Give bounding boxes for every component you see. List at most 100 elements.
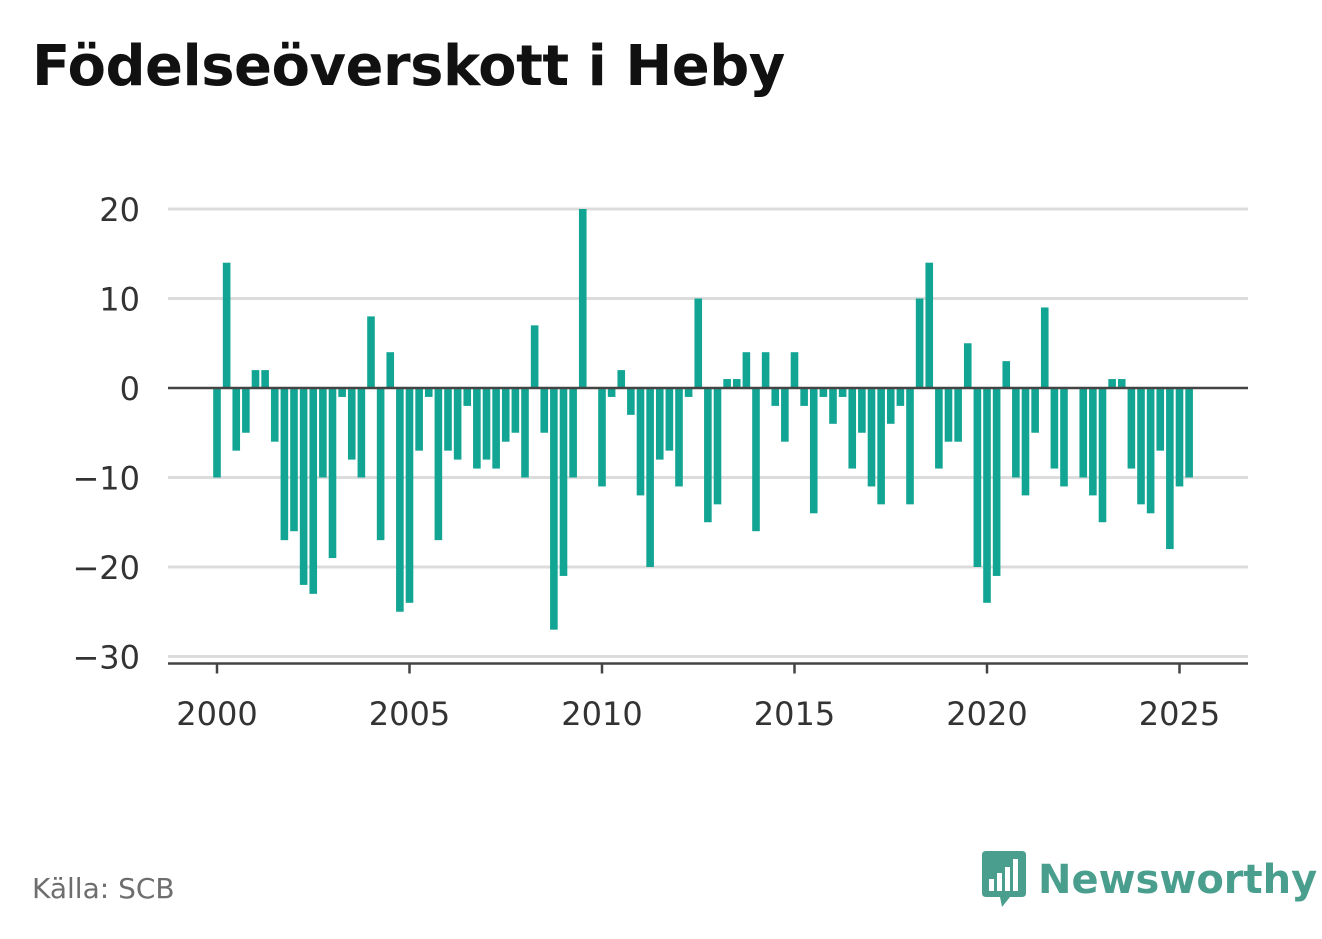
axes	[168, 386, 1248, 665]
x-tick-label: 2010	[561, 695, 642, 733]
bar	[521, 388, 529, 478]
y-tick-label: 10	[99, 281, 140, 319]
bar	[434, 388, 443, 541]
x-tick-label: 2015	[754, 695, 835, 733]
bar	[299, 388, 308, 585]
bar	[530, 325, 539, 388]
y-tick-label: −10	[72, 460, 140, 498]
bar	[251, 370, 260, 388]
bar	[1127, 388, 1136, 469]
bar	[636, 388, 645, 496]
bar	[761, 352, 770, 388]
bar	[627, 388, 635, 415]
bar	[367, 316, 375, 388]
y-tick-label: 0	[120, 370, 140, 408]
bar	[819, 388, 828, 397]
bar	[1175, 388, 1184, 487]
bar	[559, 388, 568, 576]
bar	[935, 388, 943, 469]
bar	[1021, 388, 1030, 496]
bar	[319, 388, 327, 478]
bar	[1117, 379, 1126, 388]
bar	[723, 379, 731, 388]
bar	[992, 388, 1001, 576]
bar	[492, 388, 500, 469]
bar	[752, 388, 760, 532]
bar	[1031, 388, 1039, 433]
y-tick-label: 20	[99, 191, 140, 229]
source-credit: Källa: SCB	[32, 872, 175, 905]
bar	[646, 388, 654, 567]
bar	[1060, 388, 1068, 487]
bar	[598, 388, 606, 487]
bar	[232, 388, 241, 451]
x-tick-label: 2000	[176, 695, 257, 733]
bar	[617, 370, 626, 388]
bar	[405, 388, 414, 603]
bar	[1002, 361, 1011, 388]
bar	[906, 388, 914, 505]
bar	[877, 388, 885, 505]
bar	[1040, 307, 1049, 388]
bar	[463, 388, 472, 406]
bar	[713, 388, 722, 505]
bar	[800, 388, 808, 406]
bar	[915, 298, 924, 388]
brand-logo: Newsworthy	[980, 848, 1317, 912]
bar	[482, 388, 491, 460]
bar	[222, 262, 231, 388]
bar	[242, 388, 250, 433]
bar	[829, 388, 837, 424]
bar	[1166, 388, 1174, 550]
bar	[261, 370, 269, 388]
bar	[867, 388, 876, 487]
bar	[1089, 388, 1097, 496]
bar	[848, 388, 857, 469]
bar	[896, 388, 905, 406]
bar	[415, 388, 423, 451]
bar	[213, 388, 221, 478]
bar	[1012, 388, 1020, 478]
bar	[444, 388, 452, 451]
bar	[607, 388, 616, 397]
bar	[1098, 388, 1107, 523]
bar	[790, 352, 799, 388]
bar	[578, 209, 587, 388]
bar	[376, 388, 385, 541]
bar	[540, 388, 549, 433]
bar	[694, 298, 703, 388]
bar	[453, 388, 462, 460]
bar	[944, 388, 953, 442]
bars	[213, 209, 1193, 630]
y-tick-label: −20	[72, 549, 140, 587]
bar	[665, 388, 674, 451]
bar	[1146, 388, 1155, 514]
bar	[781, 388, 789, 442]
bar	[809, 388, 818, 514]
bar	[328, 388, 337, 559]
bar	[742, 352, 751, 388]
bar	[1050, 388, 1059, 469]
bar	[675, 388, 683, 487]
x-tick-label: 2020	[946, 695, 1027, 733]
bar	[511, 388, 520, 433]
bar-chart-speech-bubble-icon	[982, 851, 1026, 907]
bar	[684, 388, 693, 397]
bar	[309, 388, 318, 594]
bar	[386, 352, 395, 388]
bar	[550, 388, 558, 630]
bar	[732, 379, 741, 388]
bar	[569, 388, 577, 478]
bar	[1108, 379, 1116, 388]
bar	[1185, 388, 1193, 478]
bar	[1156, 388, 1165, 451]
x-tick-label: 2025	[1139, 695, 1220, 733]
bar	[983, 388, 991, 603]
bar	[270, 388, 279, 442]
bar	[925, 262, 934, 388]
bar	[280, 388, 289, 541]
bar	[473, 388, 481, 469]
bar	[858, 388, 866, 433]
chart-title: Födelseöverskott i Heby	[32, 34, 785, 99]
